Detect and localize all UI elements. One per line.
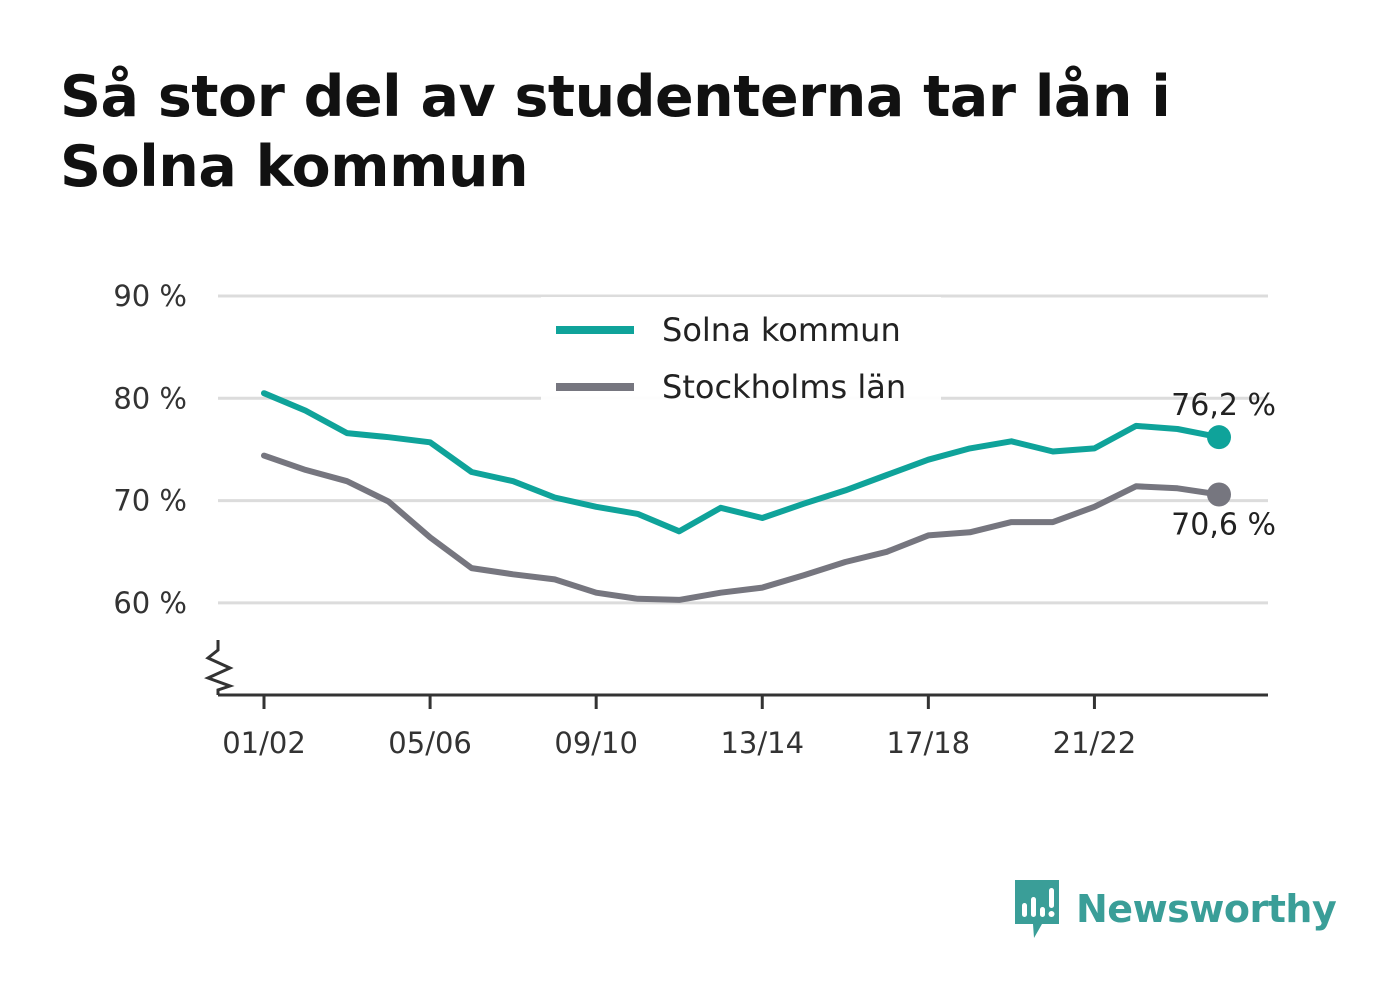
legend: Solna kommun Stockholms län [541, 297, 941, 406]
axis-break-mark [204, 640, 235, 695]
legend-label: Solna kommun [662, 311, 901, 349]
brand-name: Newsworthy [1076, 887, 1337, 931]
x-tick-label: 05/06 [388, 726, 472, 760]
grid-lines [218, 294, 1268, 605]
y-axis-ticks: 90 % 80 % 70 % 60 % [113, 279, 187, 620]
x-tick-label: 01/02 [222, 726, 306, 760]
end-point-solna-kommun [1207, 425, 1231, 450]
end-point-stockholms-län [1207, 482, 1231, 507]
y-tick-label: 70 % [113, 484, 187, 518]
end-label-stockholm: 70,6 % [1171, 507, 1276, 542]
chart-title: Så stor del av studenterna tar lån i Sol… [60, 64, 1171, 200]
series-line-solna-kommun [261, 390, 1222, 535]
legend-label: Stockholms län [662, 368, 906, 406]
x-tick-label: 13/14 [720, 726, 804, 760]
x-tick-label: 21/22 [1053, 726, 1137, 760]
brand-logo: Newsworthy [1012, 878, 1337, 940]
y-tick-label: 80 % [113, 381, 187, 415]
y-tick-label: 60 % [113, 586, 187, 620]
end-label-solna: 76,2 % [1171, 388, 1276, 423]
newsworthy-logo-icon [1015, 880, 1059, 938]
series-line-stockholms-län [261, 452, 1222, 603]
x-tick-label: 17/18 [887, 726, 971, 760]
y-tick-label: 90 % [113, 279, 187, 313]
x-axis: 01/02 05/06 09/10 13/14 17/18 21/22 [204, 640, 1268, 760]
x-tick-label: 09/10 [554, 726, 638, 760]
series-lines: 76,2 % 70,6 % [261, 388, 1276, 603]
